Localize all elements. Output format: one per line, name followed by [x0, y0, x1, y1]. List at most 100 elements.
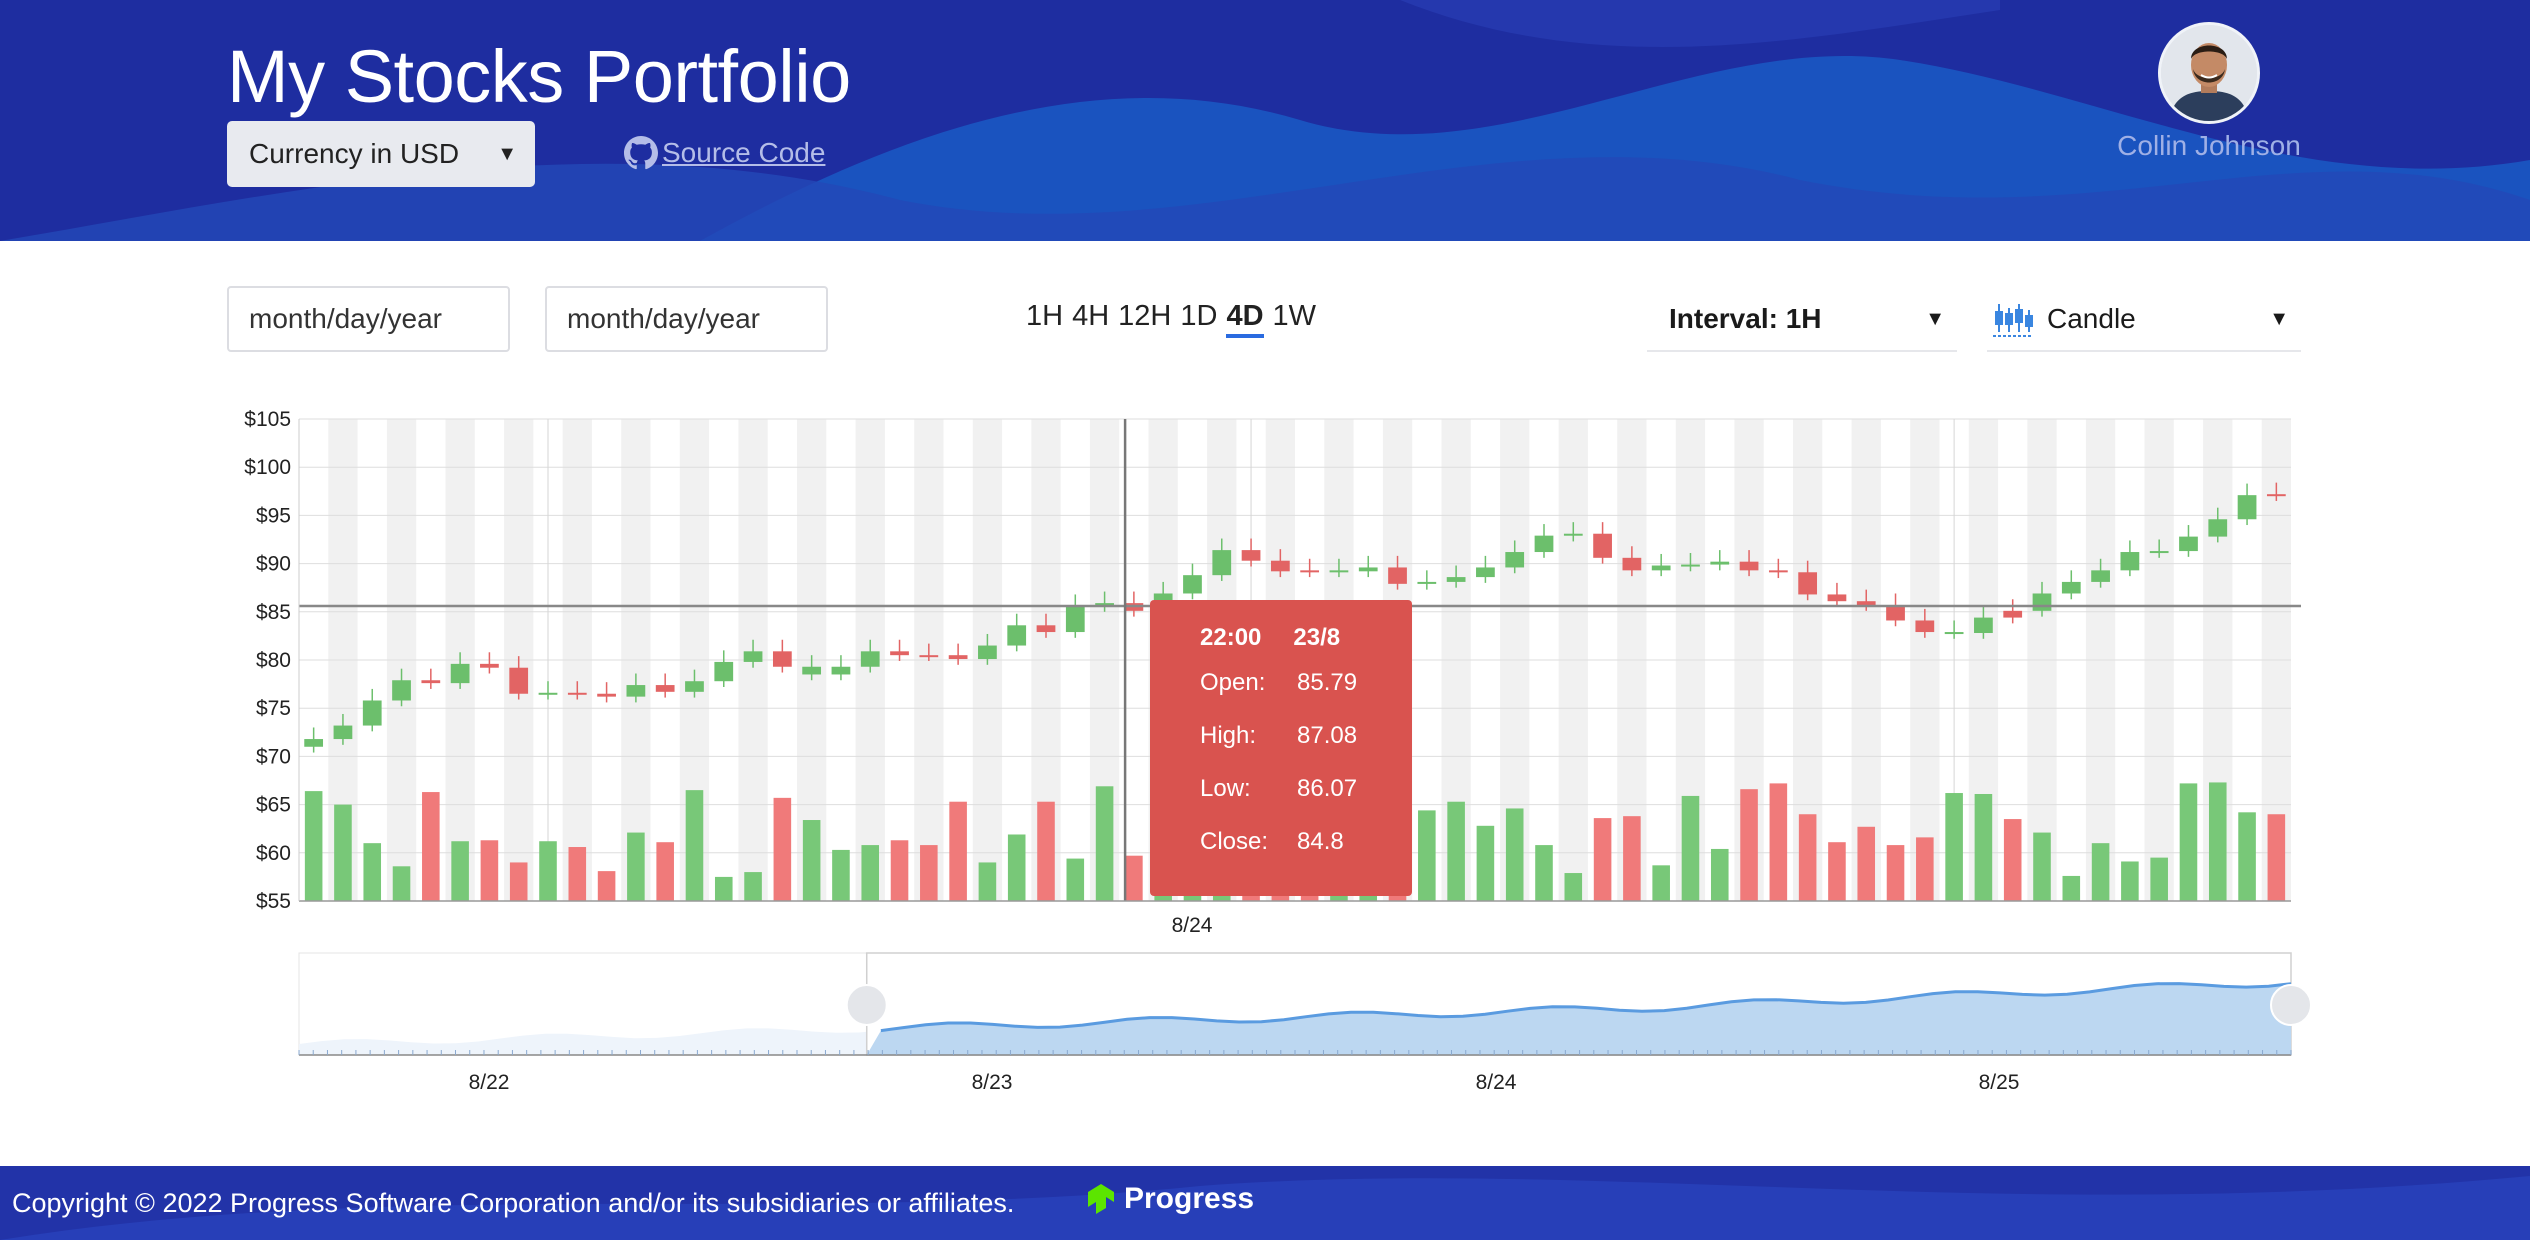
candle-body — [2091, 570, 2110, 582]
candle-body — [2237, 495, 2257, 520]
candle-body — [450, 663, 470, 684]
volume-bar — [1740, 789, 1758, 901]
volume-bar — [861, 845, 880, 901]
progress-brand: Progress — [1124, 1182, 1255, 1215]
currency-label: Currency in USD — [249, 138, 460, 169]
candle-body — [1358, 567, 1378, 572]
candle-body — [2061, 581, 2081, 594]
volume-bar — [2121, 861, 2139, 901]
period-1w[interactable]: 1W — [1272, 300, 1317, 332]
candle-body — [1915, 620, 1935, 633]
tooltip-low-value: 86.07 — [1297, 775, 1358, 802]
candle-body — [1095, 603, 1114, 607]
period-4h[interactable]: 4H — [1072, 300, 1110, 332]
volume-bar — [1535, 845, 1553, 901]
volume-bar — [1886, 845, 1905, 901]
volume-bar — [363, 843, 382, 901]
candle-body — [1007, 625, 1027, 646]
candle-body — [1768, 570, 1788, 573]
footer-background — [0, 1166, 2530, 1240]
candle-body — [1329, 570, 1349, 573]
y-tick-label: $80 — [256, 649, 291, 672]
source-code-link[interactable]: Source Code — [624, 136, 825, 170]
chart-tooltip: 22:00 23/8 Open: 85.79 High: 87.08 Low: 86.… — [1150, 600, 1412, 896]
candle-body — [948, 655, 968, 660]
volume-bar — [1125, 855, 1143, 901]
volume-bar — [773, 797, 792, 901]
candle-body — [1388, 567, 1407, 584]
currency-dropdown[interactable]: Currency in USD ▼ — [227, 121, 535, 187]
candle-body — [890, 651, 909, 656]
start-date-input[interactable]: month/day/year — [227, 286, 510, 352]
navigator-right-handle[interactable] — [2270, 984, 2310, 1026]
navigator-left-handle[interactable] — [845, 984, 888, 1026]
volume-bar — [1769, 783, 1788, 901]
candle-body — [2266, 494, 2286, 497]
volume-bar — [627, 832, 645, 901]
period-12h[interactable]: 12H — [1118, 300, 1172, 332]
volume-bar — [656, 842, 674, 901]
period-1h[interactable]: 1H — [1026, 300, 1064, 332]
end-date-input[interactable]: month/day/year — [545, 286, 828, 352]
volume-bar — [920, 845, 938, 901]
volume-bar — [1945, 793, 1963, 901]
candle-body — [1446, 577, 1466, 582]
volume-bar — [1828, 842, 1846, 901]
candle-body — [772, 651, 792, 667]
candle-body — [743, 651, 763, 662]
candle-body — [2120, 552, 2140, 571]
y-tick-label: $65 — [256, 794, 291, 817]
candle-body — [421, 680, 441, 684]
header-background — [0, 0, 2530, 241]
tooltip-high-label: High: — [1200, 722, 1257, 749]
volume-bar — [480, 840, 499, 901]
volume-bar — [392, 866, 411, 901]
candle-body — [1183, 575, 1202, 594]
candle-body — [626, 685, 646, 697]
chart-type-dropdown[interactable]: Candle ▼ — [1987, 286, 2301, 352]
period-selector: 1H 4H 12H 1D 4D 1W — [1026, 300, 1316, 338]
volume-bar — [1593, 818, 1612, 901]
volume-bar — [1476, 825, 1495, 901]
volume-bar — [1681, 795, 1700, 901]
stock-chart[interactable]: $105 $100 $95 $90 $85 $80 $75 $70 $65 $60 $55 8/24 8… — [220, 395, 2310, 1095]
candle-body — [1944, 632, 1964, 635]
volume-bar — [2003, 819, 2022, 901]
period-1d[interactable]: 1D — [1180, 300, 1218, 332]
volume-bar — [1798, 814, 1817, 901]
tooltip-low-label: Low: — [1200, 775, 1251, 802]
chevron-down-icon: ▼ — [1925, 308, 1945, 330]
candlestick-chart-icon — [1993, 304, 2033, 337]
candle-body — [1270, 560, 1290, 572]
candle-body — [802, 666, 822, 675]
github-icon — [624, 136, 658, 170]
tooltip-date: 23/8 — [1293, 624, 1341, 651]
y-tick-label: $100 — [244, 456, 291, 479]
chart-type-label: Candle — [2047, 303, 2136, 334]
volume-bar — [597, 871, 616, 901]
volume-bar — [539, 841, 557, 901]
avatar[interactable] — [2158, 22, 2260, 124]
candle-body — [1886, 605, 1905, 621]
y-tick-label: $60 — [256, 842, 291, 865]
candle-body — [333, 725, 353, 740]
y-tick-label: $55 — [256, 890, 291, 913]
candle-body — [978, 645, 997, 660]
candle-body — [919, 655, 939, 658]
candle-body — [509, 667, 529, 694]
candle-body — [831, 666, 851, 675]
volume-bar — [1623, 816, 1641, 901]
header: My Stocks Portfolio Currency in USD ▼ So… — [0, 0, 2530, 241]
candle-body — [1476, 567, 1495, 578]
volume-bar — [2238, 812, 2256, 901]
volume-bar — [2267, 814, 2286, 901]
y-tick-label: $95 — [256, 504, 291, 527]
interval-dropdown[interactable]: Interval: 1H ▼ — [1647, 286, 1957, 352]
candle-body — [714, 661, 734, 682]
volume-bar — [1447, 801, 1465, 901]
y-tick-label: $90 — [256, 553, 291, 576]
navigator-date-label: 8/25 — [1979, 1071, 2020, 1094]
period-4d[interactable]: 4D — [1226, 300, 1264, 338]
progress-logo[interactable]: Progress — [1084, 1182, 1254, 1216]
volume-bar — [1095, 786, 1114, 901]
